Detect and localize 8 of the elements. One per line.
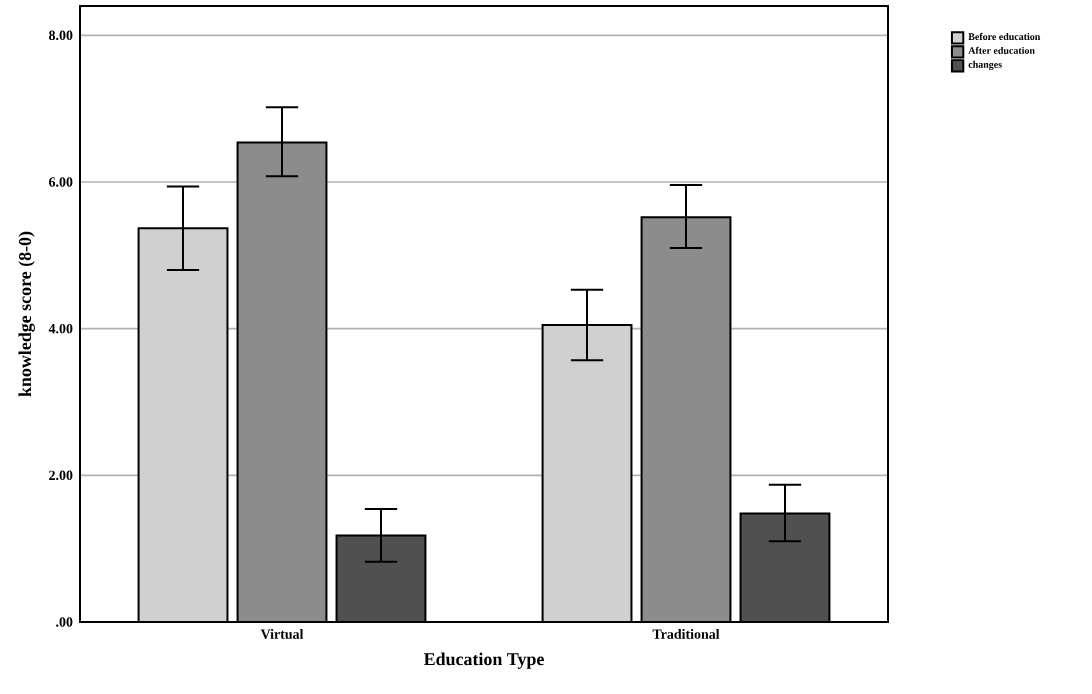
x-axis-title: Education Type bbox=[423, 652, 544, 669]
bar bbox=[335, 534, 427, 622]
bar bbox=[739, 512, 831, 622]
y-axis-title: knowledge score (8-0) bbox=[18, 231, 35, 397]
bar bbox=[236, 141, 328, 622]
bar bbox=[640, 216, 732, 622]
bar bbox=[137, 227, 229, 622]
bar bbox=[541, 324, 633, 622]
